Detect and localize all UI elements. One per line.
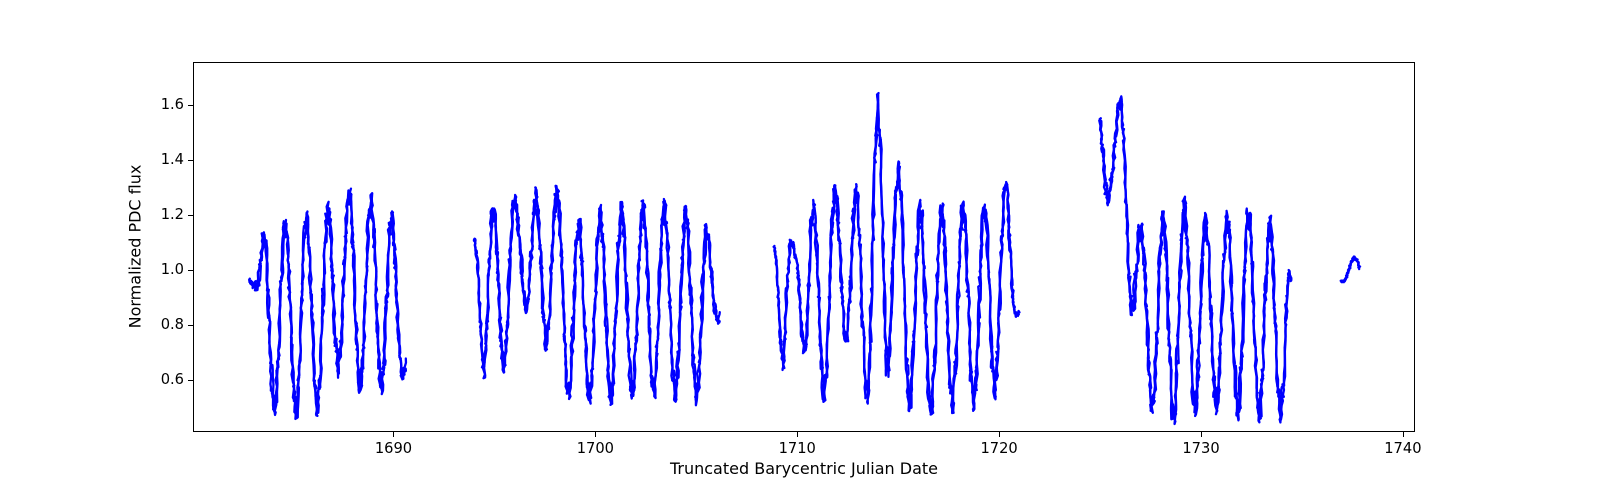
ytick-label: 0.8	[161, 316, 184, 333]
xtick-mark	[797, 432, 798, 437]
ytick-label: 0.6	[161, 371, 184, 388]
xtick-mark	[1201, 432, 1202, 437]
ytick-label: 1.6	[161, 96, 184, 113]
xtick-label: 1730	[1176, 440, 1226, 457]
xtick-mark	[999, 432, 1000, 437]
xtick-label: 1720	[974, 440, 1024, 457]
ytick-mark	[188, 215, 193, 216]
series-segment	[249, 190, 406, 418]
series-segment	[474, 189, 720, 405]
ytick-mark	[188, 325, 193, 326]
figure: Normalized PDC flux Truncated Barycentri…	[0, 0, 1600, 500]
xtick-mark	[393, 432, 394, 437]
ytick-label: 1.2	[161, 206, 184, 223]
ytick-mark	[188, 105, 193, 106]
xtick-label: 1690	[368, 440, 418, 457]
ytick-mark	[188, 270, 193, 271]
x-axis-label: Truncated Barycentric Julian Date	[193, 459, 1415, 478]
xtick-label: 1710	[772, 440, 822, 457]
xtick-label: 1740	[1378, 440, 1428, 457]
series-segment	[1099, 99, 1291, 423]
ytick-label: 1.4	[161, 151, 184, 168]
ytick-mark	[188, 160, 193, 161]
xtick-mark	[595, 432, 596, 437]
xtick-mark	[1403, 432, 1404, 437]
ytick-mark	[188, 380, 193, 381]
xtick-label: 1700	[570, 440, 620, 457]
lightcurve-line	[194, 63, 1416, 433]
plot-axes	[193, 62, 1415, 432]
y-axis-label: Normalized PDC flux	[126, 147, 145, 347]
series-segment	[774, 94, 1020, 414]
ytick-label: 1.0	[161, 261, 184, 278]
